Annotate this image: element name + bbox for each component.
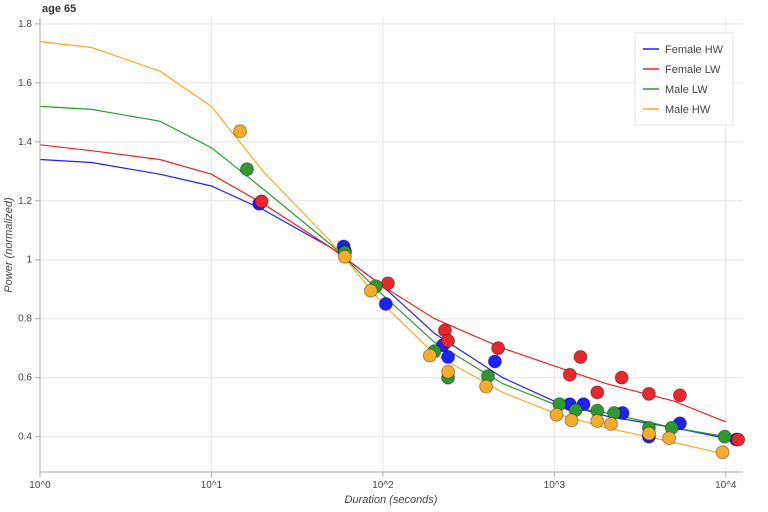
data-point	[233, 124, 248, 139]
legend-label: Male HW	[665, 104, 711, 116]
series-line	[39, 105, 726, 438]
data-point	[573, 350, 588, 365]
data-point	[731, 432, 746, 447]
data-point	[549, 407, 564, 422]
data-point	[479, 379, 494, 394]
data-point	[254, 194, 269, 209]
data-point	[378, 296, 393, 311]
chart-title: age 65	[42, 3, 76, 15]
data-point	[564, 413, 579, 428]
legend: Female HW Female LW Male LW Male HW	[634, 32, 734, 126]
data-point	[662, 431, 677, 446]
data-point	[642, 426, 657, 441]
y-tick-label: 1.4	[18, 137, 32, 148]
plot-area	[39, 41, 746, 460]
y-tick-label: 1.8	[18, 19, 32, 30]
data-point	[590, 413, 605, 428]
data-point	[441, 364, 456, 379]
legend-label: Female LW	[665, 64, 721, 76]
data-point	[441, 350, 456, 365]
x-tick-label: 10^1	[201, 480, 223, 491]
data-point	[717, 429, 732, 444]
x-tick-label: 10^4	[715, 480, 737, 491]
y-tick-label: 1	[26, 255, 32, 266]
y-axis-label: Power (normalized)	[3, 197, 15, 293]
data-point	[337, 249, 352, 264]
data-point	[672, 388, 687, 403]
data-point	[641, 386, 656, 401]
data-point	[487, 354, 502, 369]
data-point	[491, 341, 506, 356]
data-point	[363, 283, 378, 298]
data-point	[590, 385, 605, 400]
y-tick-label: 1.2	[18, 196, 32, 207]
data-point	[715, 445, 730, 460]
y-tick-label: 0.8	[18, 314, 32, 325]
data-point	[441, 333, 456, 348]
x-axis-label: Duration (seconds)	[345, 494, 438, 506]
y-tick-label: 0.4	[18, 432, 32, 443]
data-point	[380, 276, 395, 291]
data-point	[562, 367, 577, 382]
data-point	[614, 370, 629, 385]
x-tick-label: 10^2	[372, 480, 394, 491]
y-tick-label: 0.6	[18, 373, 32, 384]
x-tick-label: 10^3	[544, 480, 566, 491]
y-tick-label: 1.6	[18, 78, 32, 89]
data-point	[603, 416, 618, 431]
legend-label: Male LW	[665, 84, 708, 96]
data-point	[422, 348, 437, 363]
data-point	[239, 162, 254, 177]
legend-label: Female HW	[665, 44, 724, 56]
x-tick-label: 10^0	[29, 480, 51, 491]
